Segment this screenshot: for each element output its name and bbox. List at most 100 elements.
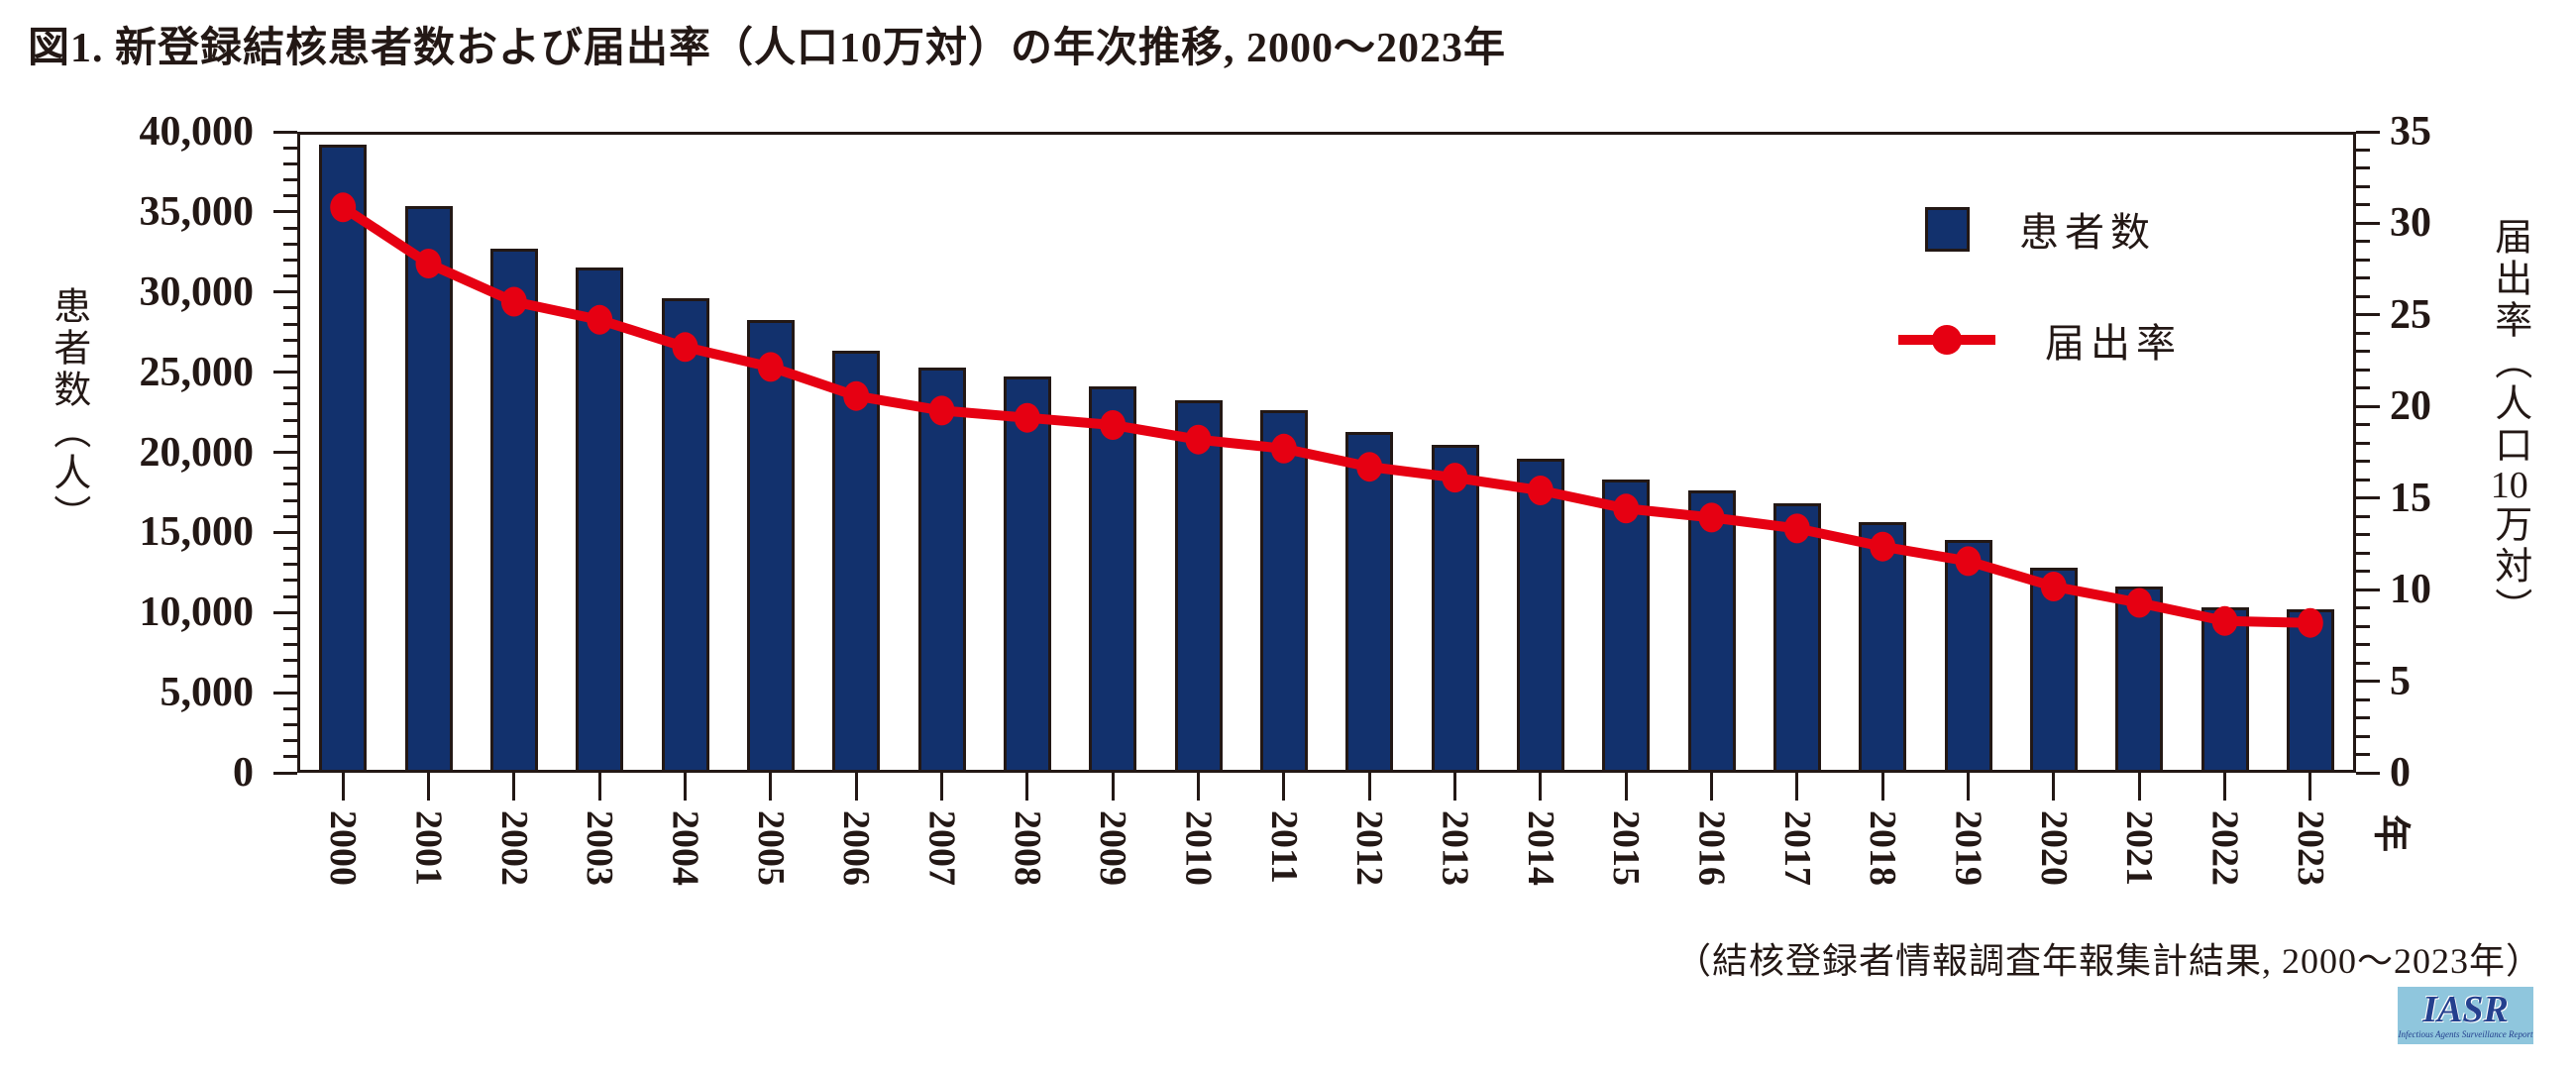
bar-2006 — [832, 351, 881, 770]
left-minor-tick — [283, 467, 297, 471]
rate-marker-2000 — [330, 192, 357, 223]
left-tick-label: 0 — [233, 750, 254, 796]
x-axis-unit-label: 年 — [2369, 814, 2412, 853]
rate-marker-2007 — [928, 395, 955, 426]
bar-2003 — [576, 268, 624, 770]
x-tick-2006 — [854, 773, 858, 801]
x-tick-label-2014: 2014 — [1519, 810, 1561, 886]
x-tick-label-2023: 2023 — [2289, 810, 2331, 886]
left-minor-tick — [283, 194, 297, 198]
right-minor-tick — [2356, 240, 2370, 244]
left-major-tick — [273, 210, 297, 214]
x-tick-2002 — [512, 773, 516, 801]
left-minor-tick — [283, 739, 297, 743]
left-minor-tick — [283, 146, 297, 150]
left-minor-tick — [283, 386, 297, 390]
x-tick-label-2011: 2011 — [1262, 810, 1305, 884]
bar-2015 — [1602, 480, 1651, 770]
rate-marker-2001 — [415, 249, 442, 278]
right-minor-tick — [2356, 386, 2370, 390]
x-tick-label-2020: 2020 — [2032, 810, 2075, 886]
left-minor-tick — [283, 322, 297, 326]
x-tick-2013 — [1453, 773, 1456, 801]
left-major-tick — [273, 130, 297, 134]
x-tick-label-2009: 2009 — [1092, 810, 1134, 886]
rate-marker-2016 — [1698, 502, 1725, 533]
x-tick-2011 — [1282, 773, 1286, 801]
right-tick-label: 20 — [2390, 383, 2431, 430]
x-tick-2014 — [1539, 773, 1543, 801]
right-minor-tick — [2356, 606, 2370, 610]
x-tick-2005 — [769, 773, 773, 801]
iasr-logo: IASR Infectious Agents Surveillance Repo… — [2398, 987, 2533, 1044]
rate-marker-2006 — [843, 380, 870, 411]
x-tick-label-2007: 2007 — [920, 810, 963, 886]
left-tick-label: 30,000 — [139, 268, 255, 315]
x-tick-label-2013: 2013 — [1434, 810, 1476, 886]
rate-marker-2010 — [1185, 424, 1212, 455]
right-tick-label: 0 — [2390, 750, 2411, 796]
left-minor-tick — [283, 482, 297, 486]
rate-marker-2022 — [2211, 605, 2238, 636]
x-tick-label-2005: 2005 — [749, 810, 792, 886]
left-major-tick — [273, 290, 297, 294]
left-minor-tick — [283, 258, 297, 262]
rate-marker-2012 — [1356, 452, 1383, 482]
right-axis-title-part1: 届出率（人口 — [2488, 217, 2530, 467]
right-minor-tick — [2356, 460, 2370, 464]
right-minor-tick — [2356, 624, 2370, 628]
right-minor-tick — [2356, 661, 2370, 665]
x-tick-label-2004: 2004 — [664, 810, 706, 886]
right-major-tick — [2356, 588, 2380, 591]
right-minor-tick — [2356, 148, 2370, 152]
right-minor-tick — [2356, 294, 2370, 298]
left-tick-label: 40,000 — [139, 109, 255, 155]
rate-marker-2008 — [1014, 402, 1040, 433]
left-minor-tick — [283, 434, 297, 438]
x-tick-2020 — [2052, 773, 2056, 801]
rate-marker-2020 — [2040, 572, 2067, 601]
rate-marker-2011 — [1270, 433, 1297, 464]
left-major-tick — [273, 371, 297, 374]
right-minor-tick — [2356, 533, 2370, 537]
right-major-tick — [2356, 221, 2380, 225]
left-minor-tick — [283, 643, 297, 647]
right-minor-tick — [2356, 753, 2370, 756]
bar-2017 — [1772, 503, 1821, 770]
figure-title: 図1. 新登録結核患者数および届出率（人口10万対）の年次推移, 2000～20… — [28, 26, 1507, 71]
left-minor-tick — [283, 306, 297, 310]
left-minor-tick — [283, 498, 297, 502]
bar-2018 — [1859, 522, 1907, 770]
left-minor-tick — [283, 659, 297, 663]
right-axis-title: 届出率（人口10万対） — [2487, 217, 2530, 629]
x-tick-2001 — [427, 773, 430, 801]
left-tick-label: 20,000 — [139, 429, 255, 476]
rate-marker-2013 — [1442, 463, 1468, 493]
left-tick-label: 10,000 — [139, 589, 255, 636]
left-minor-tick — [283, 579, 297, 583]
left-major-tick — [273, 530, 297, 534]
x-tick-2012 — [1367, 773, 1371, 801]
x-tick-label-2006: 2006 — [835, 810, 878, 886]
right-tick-label: 10 — [2390, 567, 2431, 613]
right-major-tick — [2356, 313, 2380, 317]
x-tick-2009 — [1111, 773, 1115, 801]
x-tick-2003 — [597, 773, 601, 801]
source-caption: （結核登録者情報調査年報集計結果, 2000～2023年） — [1674, 941, 2542, 981]
x-tick-2007 — [940, 773, 943, 801]
rate-dot-icon — [1932, 325, 1962, 355]
right-major-tick — [2356, 404, 2380, 408]
bar-2012 — [1345, 431, 1394, 770]
right-tick-label: 5 — [2390, 658, 2411, 704]
rate-marker-2018 — [1870, 531, 1896, 562]
rate-marker-2009 — [1100, 410, 1127, 440]
x-tick-label-2010: 2010 — [1177, 810, 1220, 886]
right-minor-tick — [2356, 570, 2370, 574]
left-minor-tick — [283, 755, 297, 759]
right-tick-label: 25 — [2390, 291, 2431, 338]
rate-marker-2004 — [672, 332, 698, 363]
left-tick-label: 5,000 — [160, 670, 255, 716]
legend-item-rate: 届出率 — [1898, 317, 2182, 366]
right-minor-tick — [2356, 478, 2370, 482]
left-minor-tick — [283, 594, 297, 598]
